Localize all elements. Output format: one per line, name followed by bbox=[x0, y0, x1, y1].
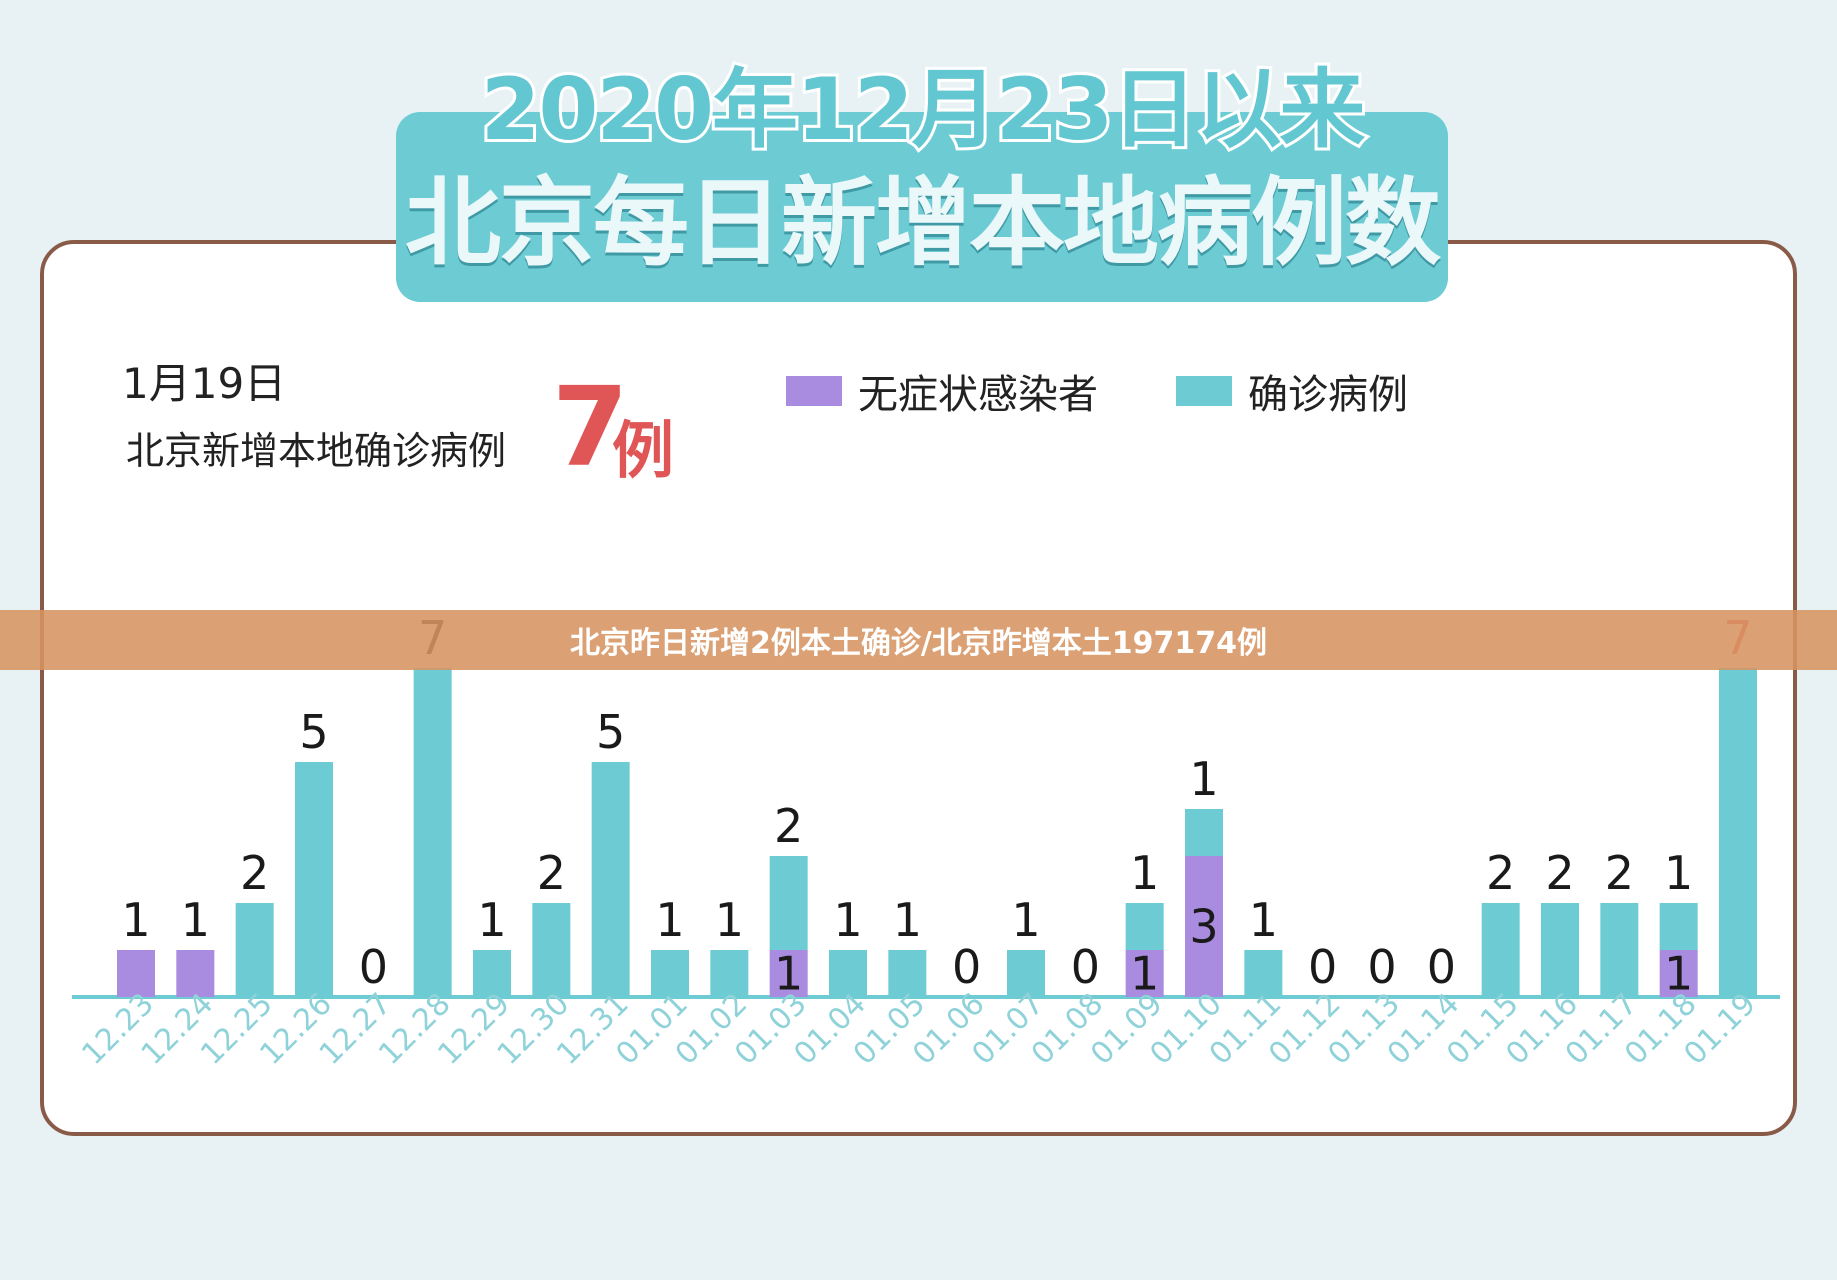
bar-confirmed bbox=[1244, 950, 1283, 997]
bar-asymptomatic bbox=[1185, 856, 1223, 997]
data-label-asymptomatic: 1 bbox=[121, 893, 150, 947]
bar-asymptomatic bbox=[176, 950, 215, 997]
legend-confirmed: 确诊病例 bbox=[1176, 362, 1408, 420]
bar-confirmed bbox=[1125, 903, 1164, 950]
bar-confirmed bbox=[1007, 950, 1045, 997]
legend-swatch-asymptomatic bbox=[786, 376, 842, 406]
data-label-confirmed: 0 bbox=[952, 940, 981, 994]
data-label-confirmed: 1 bbox=[1664, 846, 1693, 900]
caption-banner: 北京昨日新增2例本土确诊/北京昨增本土197174例 bbox=[0, 610, 1837, 670]
data-label-confirmed: 0 bbox=[1367, 940, 1396, 994]
bar-confirmed bbox=[1719, 668, 1757, 997]
legend-label-confirmed: 确诊病例 bbox=[1248, 372, 1408, 418]
data-label-confirmed: 1 bbox=[1011, 893, 1040, 947]
bar-confirmed bbox=[829, 950, 867, 997]
bar-confirmed bbox=[532, 903, 571, 997]
bar-asymptomatic bbox=[117, 950, 155, 997]
bar-confirmed bbox=[295, 762, 333, 997]
data-label-asymptomatic: 1 bbox=[181, 893, 210, 947]
title-box bbox=[396, 112, 1448, 302]
legend-asymptomatic: 无症状感染者 bbox=[786, 362, 1098, 420]
data-label-confirmed: 5 bbox=[299, 705, 328, 759]
bar-confirmed bbox=[710, 950, 749, 997]
data-label-confirmed: 2 bbox=[774, 799, 803, 853]
data-label-asymptomatic: 3 bbox=[1189, 900, 1218, 954]
bar-confirmed bbox=[1600, 903, 1639, 997]
legend-label-asymptomatic: 无症状感染者 bbox=[858, 372, 1098, 418]
bar-confirmed bbox=[235, 903, 274, 997]
data-label-confirmed: 0 bbox=[1427, 940, 1456, 994]
caption-text: 北京昨日新增2例本土确诊/北京昨增本土197174例 bbox=[569, 626, 1268, 661]
bar-confirmed bbox=[651, 950, 689, 997]
data-label-confirmed: 1 bbox=[655, 893, 684, 947]
chart-title-date: 2020年12月23日以来 bbox=[478, 57, 1369, 163]
data-label-confirmed: 2 bbox=[1545, 846, 1574, 900]
data-label-confirmed: 0 bbox=[1308, 940, 1337, 994]
summary-value: 7 bbox=[552, 363, 629, 491]
data-label-confirmed: 1 bbox=[1189, 752, 1218, 806]
data-label-confirmed: 0 bbox=[359, 940, 388, 994]
data-label-confirmed: 1 bbox=[893, 893, 922, 947]
legend-swatch-confirmed bbox=[1176, 376, 1232, 406]
data-label-confirmed: 1 bbox=[1249, 893, 1278, 947]
data-label-asymptomatic: 1 bbox=[1664, 947, 1693, 1001]
bar-confirmed bbox=[413, 668, 452, 997]
data-label-confirmed: 2 bbox=[537, 846, 566, 900]
bar-confirmed bbox=[1185, 809, 1223, 856]
data-label-confirmed: 5 bbox=[596, 705, 625, 759]
bar-confirmed bbox=[1481, 903, 1520, 997]
bar-confirmed bbox=[888, 950, 927, 997]
data-label-confirmed: 2 bbox=[1605, 846, 1634, 900]
bar-confirmed bbox=[1541, 903, 1579, 997]
data-label-asymptomatic: 1 bbox=[1130, 947, 1159, 1001]
bar-asymptomatic bbox=[769, 950, 808, 997]
bar-confirmed bbox=[1659, 903, 1698, 950]
data-label-confirmed: 2 bbox=[1486, 846, 1515, 900]
data-label-confirmed: 2 bbox=[240, 846, 269, 900]
summary-label: 北京新增本地确诊病例 bbox=[126, 429, 507, 473]
bar-confirmed bbox=[769, 856, 808, 950]
data-label-confirmed: 0 bbox=[1071, 940, 1100, 994]
bar-asymptomatic bbox=[1659, 950, 1698, 997]
data-label-confirmed: 1 bbox=[833, 893, 862, 947]
summary-date: 1月19日 bbox=[122, 359, 287, 408]
data-label-confirmed: 1 bbox=[1130, 846, 1159, 900]
summary-unit: 例 bbox=[612, 414, 675, 487]
bar-confirmed bbox=[591, 762, 630, 997]
data-label-asymptomatic: 1 bbox=[774, 947, 803, 1001]
data-label-confirmed: 1 bbox=[715, 893, 744, 947]
chart-title: 北京每日新增本地病例数 bbox=[405, 167, 1441, 279]
bar-confirmed bbox=[473, 950, 511, 997]
data-label-confirmed: 1 bbox=[477, 893, 506, 947]
bar-asymptomatic bbox=[1125, 950, 1164, 997]
